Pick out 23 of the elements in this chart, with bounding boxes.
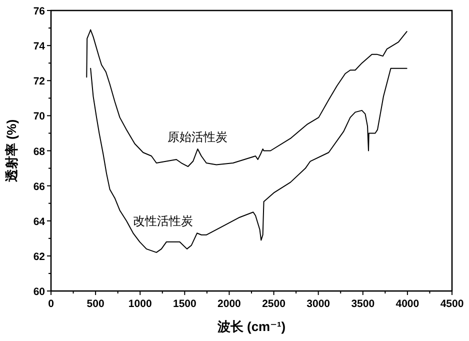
y-tick-label: 76 (33, 6, 46, 18)
x-tick-label: 3500 (351, 298, 375, 310)
y-tick-label: 68 (33, 146, 46, 158)
x-tick-label: 0 (48, 298, 54, 310)
y-tick-label: 64 (33, 216, 46, 228)
y-tick-label: 60 (33, 286, 46, 298)
y-tick-label: 66 (33, 180, 46, 193)
x-axis-title: 波长 (cm⁻¹) (216, 319, 286, 334)
x-tick-label: 1500 (172, 298, 197, 310)
y-tick-label: 70 (33, 110, 46, 123)
series-label: 原始活性炭 (167, 130, 228, 144)
x-tick-label: 1000 (128, 298, 152, 310)
y-tick-label: 72 (33, 76, 46, 88)
x-tick-label: 3000 (306, 298, 330, 310)
series-label: 改性活性炭 (133, 214, 194, 228)
y-tick-label: 62 (33, 250, 46, 263)
x-tick-label: 500 (86, 298, 104, 310)
y-axis-title: 透射率 (%) (4, 119, 19, 184)
x-tick-label: 2500 (262, 298, 286, 310)
x-tick-label: 4000 (396, 298, 420, 310)
y-tick-label: 74 (33, 40, 46, 53)
x-tick-label: 4500 (440, 298, 464, 310)
x-tick-label: 2000 (218, 298, 242, 310)
